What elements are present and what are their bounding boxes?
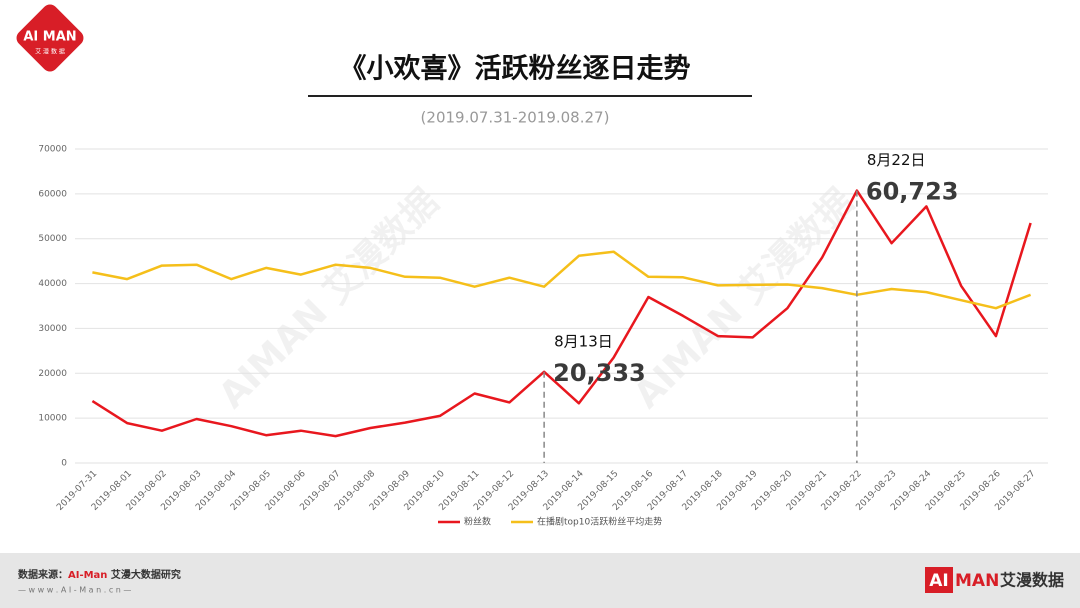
footer-logo-man: MAN [955, 571, 999, 591]
series-line [91, 189, 1032, 438]
y-tick-label: 40000 [38, 279, 67, 289]
chart-title: 《小欢喜》活跃粉丝逐日走势 [340, 54, 691, 85]
logo: AI MAN 艾 漫 数 据 [16, 4, 84, 72]
logo-mark: AI MAN [23, 30, 76, 45]
logo-name: 艾 漫 数 据 [35, 48, 65, 56]
value-label: 20,333 [553, 359, 646, 387]
footer-logo-box [925, 567, 953, 593]
source-brand: AI-Man [68, 570, 107, 581]
source-label: 数据来源： [18, 568, 68, 581]
chart-subtitle: (2019.07.31-2019.08.27) [421, 109, 610, 127]
value-label: 60,723 [866, 178, 959, 206]
y-tick-label: 20000 [38, 369, 67, 379]
y-tick-label: 50000 [38, 234, 67, 244]
annotation-date: 8月22日 [867, 151, 926, 169]
series-line [92, 250, 1032, 310]
logo-diamond [16, 4, 84, 72]
y-tick-label: 60000 [38, 189, 67, 199]
legend-label: 在播剧top10活跃粉丝平均走势 [537, 516, 662, 528]
legend-label: 粉丝数 [464, 516, 491, 528]
y-tick-label: 70000 [38, 145, 67, 155]
footer-source: 数据来源：AI-Man 艾漫大数据研究 [18, 568, 181, 581]
plot: 0100002000030000400005000060000700002019… [38, 145, 1048, 528]
footer-url: — w w w . A I - M a n . c n — [18, 586, 131, 595]
watermark: AIMAN 艾漫数据 [211, 181, 446, 416]
y-tick-label: 30000 [38, 324, 67, 334]
annotation-date: 8月13日 [554, 332, 613, 350]
y-tick-label: 10000 [38, 414, 67, 424]
footer-logo-ai: AI [929, 571, 948, 591]
watermark: AIMAN 艾漫数据 [626, 181, 861, 416]
y-tick-label: 0 [61, 459, 67, 469]
footer-bar [0, 553, 1080, 608]
footer-logo-name: 艾漫数据 [1000, 571, 1064, 590]
source-rest: 艾漫大数据研究 [107, 568, 180, 581]
